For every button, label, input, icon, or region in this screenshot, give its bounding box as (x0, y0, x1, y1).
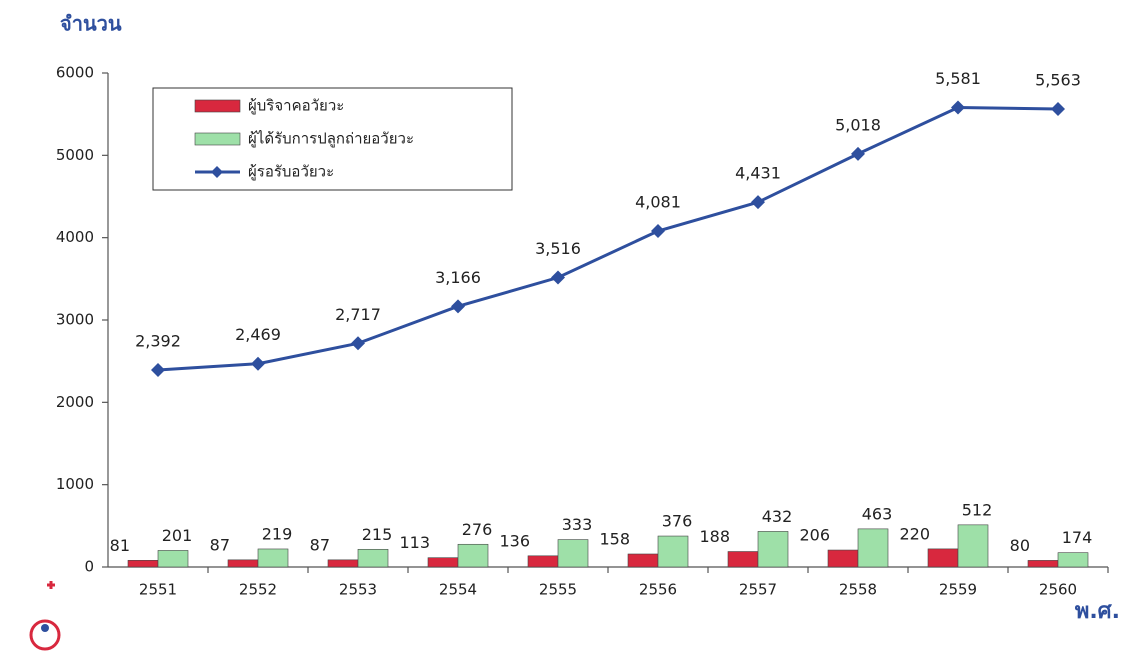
x-tick-label: 2553 (339, 581, 377, 599)
bar (1027, 560, 1059, 568)
bar-value-label: 158 (599, 529, 630, 548)
y-tick-label: 4000 (56, 228, 94, 246)
line-marker (151, 363, 165, 378)
bar (427, 557, 459, 568)
bar-value-label: 81 (110, 536, 130, 555)
bar (927, 548, 959, 568)
line-marker (651, 223, 665, 238)
y-tick-label: 1000 (56, 475, 94, 493)
legend-swatch (194, 132, 241, 146)
bar-value-label: 80 (1010, 536, 1030, 555)
line-value-label: 2,717 (335, 305, 381, 324)
x-tick-label: 2556 (639, 581, 677, 599)
line-marker (451, 299, 465, 314)
line-value-label: 4,081 (635, 192, 681, 211)
logo (29, 581, 61, 651)
bar-value-label: 113 (399, 533, 430, 552)
line (157, 105, 1059, 372)
x-tick-label: 2560 (1039, 581, 1077, 599)
line-value-label: 5,563 (1035, 70, 1081, 89)
bar-value-label: 174 (1062, 528, 1093, 547)
legend: ผู้บริจาคอวัยวะผู้ได้รับการปลูกถ่ายอวัยว… (152, 87, 513, 191)
bar (957, 524, 989, 568)
bar (227, 559, 259, 568)
legend-label: ผู้บริจาคอวัยวะ (248, 97, 344, 115)
line-value-label: 3,516 (535, 239, 581, 258)
bar-value-label: 201 (162, 526, 193, 545)
y-tick-label: 3000 (56, 311, 94, 329)
y-tick-label: 5000 (56, 146, 94, 164)
bar-value-label: 220 (899, 524, 930, 543)
bar (357, 548, 389, 568)
bar-value-label: 463 (862, 504, 893, 523)
line-value-label: 2,392 (135, 332, 181, 351)
bar (757, 531, 789, 568)
x-axis-title: พ.ศ. (1075, 599, 1120, 624)
x-tick-label: 2552 (239, 581, 277, 599)
bar (457, 543, 489, 568)
bar (827, 549, 859, 568)
bar-value-label: 432 (762, 507, 793, 526)
bar-value-label: 87 (210, 535, 230, 554)
line-value-label: 5,581 (935, 69, 981, 88)
bar (127, 560, 159, 568)
bar-value-label: 206 (799, 526, 830, 545)
line-value-label: 5,018 (835, 115, 881, 134)
line-value-label: 3,166 (435, 268, 481, 287)
bar (657, 535, 689, 568)
line-marker (951, 100, 965, 115)
x-tick-label: 2554 (439, 581, 477, 599)
line-marker (251, 356, 265, 371)
line-marker (1051, 101, 1065, 116)
bar (627, 553, 659, 568)
bar-value-label: 512 (962, 500, 993, 519)
y-tick-label: 2000 (56, 393, 94, 411)
bar (157, 550, 189, 568)
x-tick-label: 2557 (739, 581, 777, 599)
bar (1057, 552, 1089, 568)
line-value-label: 4,431 (735, 164, 781, 183)
x-tick-label: 2559 (939, 581, 977, 599)
line-marker (751, 195, 765, 210)
bar-value-label: 276 (462, 520, 493, 539)
legend-label: ผู้ได้รับการปลูกถ่ายอวัยวะ (248, 130, 414, 148)
y-tick-label: 0 (84, 558, 94, 576)
bar-value-label: 376 (662, 512, 693, 531)
legend-label: ผู้รอรับอวัยวะ (248, 163, 334, 181)
bar-value-label: 188 (699, 527, 730, 546)
line-marker (351, 336, 365, 351)
bar (527, 555, 559, 568)
bar-value-label: 136 (499, 531, 530, 550)
line-marker (851, 146, 865, 161)
bar (857, 528, 889, 568)
legend-marker (211, 166, 223, 178)
x-tick-label: 2558 (839, 581, 877, 599)
bar (327, 559, 359, 568)
x-tick-label: 2555 (539, 581, 577, 599)
bar (557, 539, 589, 568)
bar-value-label: 219 (262, 524, 293, 543)
bar (727, 551, 759, 568)
legend-swatch (194, 99, 241, 113)
bar-value-label: 333 (562, 515, 593, 534)
x-tick-label: 2551 (139, 581, 177, 599)
y-tick-label: 6000 (56, 64, 94, 82)
line-value-label: 2,469 (235, 325, 281, 344)
y-axis-title: จำนวน (60, 12, 122, 36)
line-marker (551, 270, 565, 285)
bar (257, 548, 289, 568)
bar-value-label: 87 (310, 535, 330, 554)
bar-value-label: 215 (362, 525, 393, 544)
